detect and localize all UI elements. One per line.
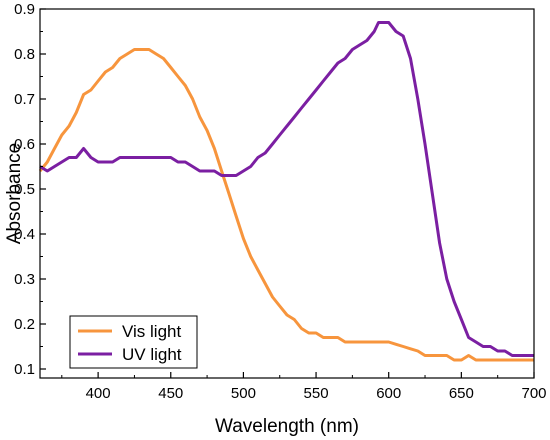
y-tick-label: 0.2: [14, 316, 35, 333]
x-axis-title: Wavelength (nm): [215, 416, 359, 437]
y-tick-label: 0.7: [14, 91, 35, 108]
x-tick-label: 600: [376, 385, 401, 402]
y-tick-label: 0.5: [14, 181, 35, 198]
series-line-uv-light: [39, 21, 534, 357]
x-tick-label: 500: [231, 385, 256, 402]
legend: Vis light UV light: [69, 315, 198, 369]
y-tick-label: 0.3: [14, 271, 35, 288]
legend-label-uv-light: UV light: [122, 345, 182, 364]
plot-frame: [39, 8, 535, 379]
ticks-layer: 400 450 500 550 600 650 700 0.1 0.2 0.3 0.4 0.5 0.6 0…: [14, 1, 546, 402]
x-tick-label: 550: [304, 385, 329, 402]
x-tick-label: 650: [449, 385, 474, 402]
y-tick-label: 0.4: [14, 226, 35, 243]
legend-label-vis-light: Vis light: [122, 322, 181, 341]
series-layer: [38, 21, 534, 362]
series-line-vis-light: [38, 48, 534, 362]
x-tick-label: 700: [521, 385, 546, 402]
y-axis-title: Absorbance: [4, 143, 25, 244]
x-tick-label: 400: [86, 385, 111, 402]
x-tick-label: 450: [158, 385, 183, 402]
y-tick-label: 0.9: [14, 1, 35, 18]
y-tick-label: 0.1: [14, 361, 35, 378]
y-tick-label: 0.8: [14, 46, 35, 63]
legend-box: [69, 315, 198, 369]
y-tick-label: 0.6: [14, 136, 35, 153]
